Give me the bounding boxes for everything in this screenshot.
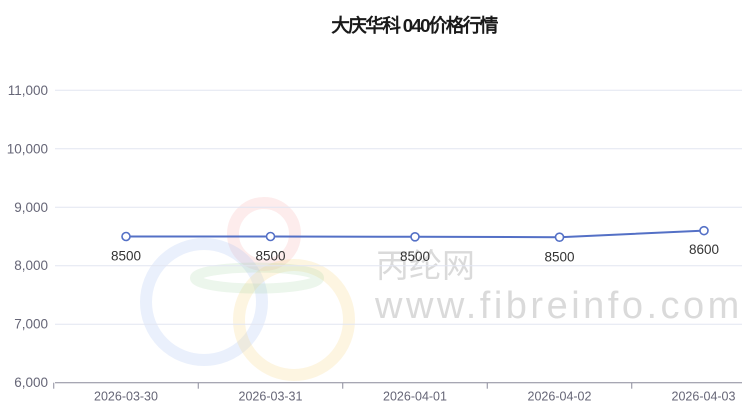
svg-text:8500: 8500 xyxy=(544,250,574,265)
svg-text:2026-04-02: 2026-04-02 xyxy=(528,390,592,404)
svg-text:9,000: 9,000 xyxy=(14,200,48,215)
svg-text:8600: 8600 xyxy=(689,242,719,257)
svg-text:7,000: 7,000 xyxy=(14,317,48,332)
svg-text:8,000: 8,000 xyxy=(14,258,48,273)
svg-text:8500: 8500 xyxy=(400,249,430,264)
svg-text:6,000: 6,000 xyxy=(14,375,48,390)
svg-text:8500: 8500 xyxy=(111,249,141,264)
svg-text:2026-03-31: 2026-03-31 xyxy=(239,390,303,404)
svg-text:8500: 8500 xyxy=(255,249,285,264)
svg-text:2026-03-30: 2026-03-30 xyxy=(94,390,158,404)
svg-text:2026-04-03: 2026-04-03 xyxy=(672,390,736,404)
svg-text:2026-04-01: 2026-04-01 xyxy=(383,390,447,404)
svg-text:www.fibreinfo.com: www.fibreinfo.com xyxy=(374,285,742,327)
svg-text:10,000: 10,000 xyxy=(7,141,48,156)
svg-text:11,000: 11,000 xyxy=(8,83,48,98)
